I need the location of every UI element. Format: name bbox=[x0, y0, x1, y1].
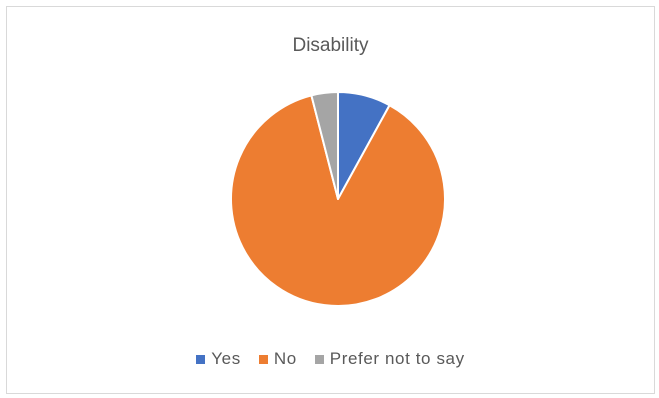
pie-chart bbox=[230, 91, 446, 307]
legend-label: No bbox=[273, 349, 297, 368]
legend-item-yes: Yes bbox=[196, 349, 241, 369]
pie-slice-prefer-not-to-say bbox=[310, 91, 339, 200]
legend-swatch bbox=[196, 354, 206, 364]
legend-item-no: No bbox=[258, 349, 297, 369]
legend-label: Yes bbox=[211, 349, 241, 368]
legend-swatch bbox=[314, 354, 324, 364]
chart-title: Disability bbox=[292, 35, 369, 56]
legend-label: Prefer not to say bbox=[329, 349, 465, 368]
legend-item-prefer-not-to-say: Prefer not to say bbox=[314, 349, 465, 369]
legend-swatch bbox=[258, 354, 268, 364]
pie-slice-no bbox=[230, 94, 446, 307]
chart-area: Disability Yes No Prefer not to say bbox=[6, 6, 655, 394]
chart-legend: Yes No Prefer not to say bbox=[7, 349, 654, 369]
